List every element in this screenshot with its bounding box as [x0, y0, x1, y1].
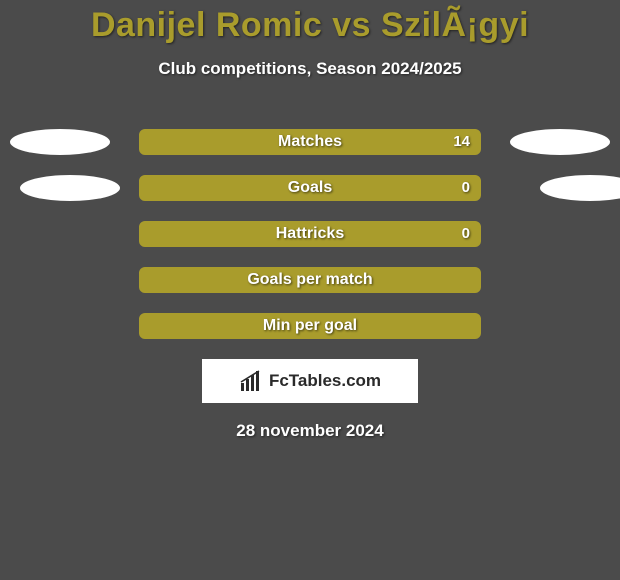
date-label: 28 november 2024: [0, 421, 620, 441]
bar-chart-icon: [239, 369, 263, 393]
stat-row: Min per goal: [0, 313, 620, 339]
stat-bar: [139, 267, 481, 293]
right-ellipse: [510, 129, 610, 155]
stat-bar: [139, 129, 481, 155]
stat-bar: [139, 313, 481, 339]
right-ellipse: [540, 175, 620, 201]
stat-row: Matches14: [0, 129, 620, 155]
stat-value: 0: [462, 221, 470, 247]
stat-bar: [139, 221, 481, 247]
left-ellipse: [10, 129, 110, 155]
comparison-infographic: Danijel Romic vs SzilÃ¡gyi Club competit…: [0, 0, 620, 580]
stat-rows: Matches14 Goals0 Hattricks0 Goals per match…: [0, 129, 620, 339]
stat-value: 0: [462, 175, 470, 201]
page-title: Danijel Romic vs SzilÃ¡gyi: [0, 0, 620, 45]
stat-bar: [139, 175, 481, 201]
subtitle: Club competitions, Season 2024/2025: [0, 59, 620, 79]
left-ellipse: [20, 175, 120, 201]
logo-text: FcTables.com: [269, 371, 381, 391]
logo-box: FcTables.com: [202, 359, 418, 403]
stat-row: Hattricks0: [0, 221, 620, 247]
stat-row: Goals per match: [0, 267, 620, 293]
stat-value: 14: [453, 129, 470, 155]
stat-row: Goals0: [0, 175, 620, 201]
